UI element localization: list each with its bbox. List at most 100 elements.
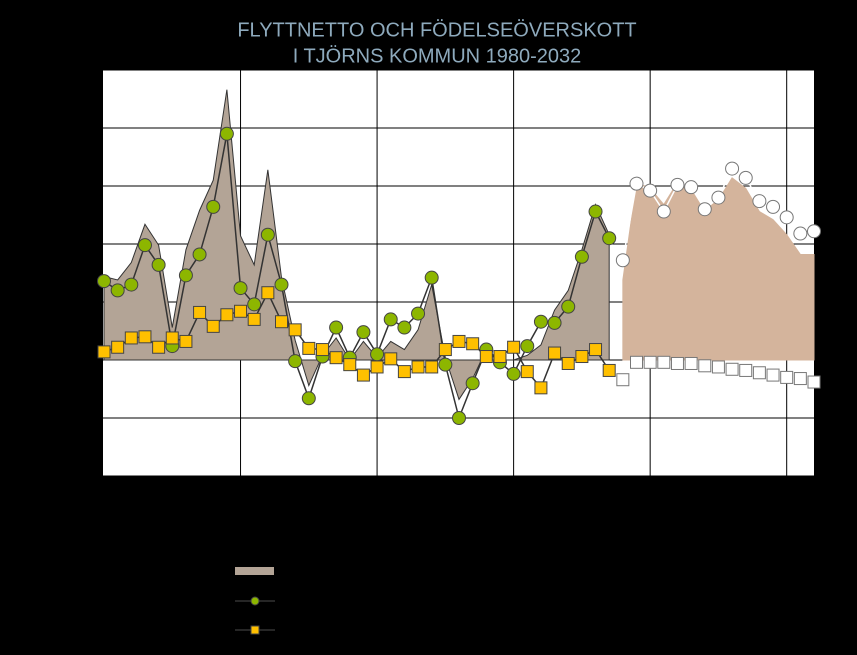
- marker: [752, 366, 766, 380]
- marker: [507, 340, 521, 354]
- marker: [547, 315, 562, 330]
- marker: [766, 199, 781, 214]
- marker: [438, 343, 452, 357]
- marker: [219, 126, 234, 141]
- marker: [411, 360, 425, 374]
- marker: [234, 304, 248, 318]
- marker: [615, 253, 630, 268]
- marker: [288, 323, 302, 337]
- marker: [616, 373, 630, 387]
- marker: [670, 356, 684, 370]
- marker: [739, 363, 753, 377]
- marker: [424, 270, 439, 285]
- marker: [643, 183, 658, 198]
- marker: [356, 368, 370, 382]
- marker: [124, 331, 138, 345]
- marker: [274, 277, 289, 292]
- marker: [206, 199, 221, 214]
- marker: [438, 357, 453, 372]
- marker: [807, 375, 821, 389]
- marker: [479, 350, 493, 364]
- chart-title: FLYTTNETTO OCH FÖDELSEÖVERSKOTT: [237, 19, 636, 41]
- marker: [329, 351, 343, 365]
- marker: [793, 226, 808, 241]
- marker: [151, 257, 166, 272]
- marker: [493, 350, 507, 364]
- marker: [206, 319, 220, 333]
- marker: [247, 312, 261, 326]
- marker: [738, 170, 753, 185]
- marker: [193, 305, 207, 319]
- marker: [643, 355, 657, 369]
- marker: [506, 366, 521, 381]
- marker: [657, 355, 671, 369]
- marker: [110, 283, 125, 298]
- marker: [137, 238, 152, 253]
- marker: [779, 210, 794, 225]
- legend-swatch: [250, 596, 260, 606]
- marker: [602, 363, 616, 377]
- marker: [425, 360, 439, 374]
- marker: [656, 204, 671, 219]
- marker: [684, 180, 699, 195]
- chart-title: I TJÖRNS KOMMUN 1980-2032: [293, 45, 582, 67]
- marker: [534, 381, 548, 395]
- marker: [793, 372, 807, 386]
- marker: [343, 358, 357, 372]
- marker: [397, 365, 411, 379]
- marker: [370, 360, 384, 374]
- marker: [370, 347, 385, 362]
- marker: [179, 334, 193, 348]
- marker: [629, 176, 644, 191]
- marker: [411, 306, 426, 321]
- marker: [260, 227, 275, 242]
- marker: [752, 194, 767, 209]
- marker: [452, 334, 466, 348]
- marker: [465, 376, 480, 391]
- marker: [630, 355, 643, 369]
- marker: [697, 202, 712, 217]
- marker: [178, 268, 193, 283]
- marker: [520, 365, 534, 379]
- marker: [124, 277, 139, 292]
- marker: [220, 308, 234, 322]
- marker: [275, 315, 288, 329]
- marker: [261, 286, 275, 300]
- marker: [356, 325, 371, 340]
- marker: [684, 356, 698, 370]
- marker: [466, 337, 480, 351]
- marker: [533, 314, 548, 329]
- marker: [574, 249, 589, 264]
- marker: [165, 331, 179, 345]
- marker: [383, 312, 398, 327]
- marker: [329, 320, 344, 335]
- marker: [766, 368, 780, 382]
- marker: [711, 190, 726, 205]
- marker: [561, 356, 575, 370]
- legend-swatch: [250, 625, 260, 635]
- marker: [384, 352, 398, 366]
- marker: [138, 330, 152, 344]
- marker: [520, 339, 535, 354]
- marker: [452, 411, 466, 425]
- marker: [97, 274, 111, 289]
- marker: [192, 247, 207, 262]
- marker: [302, 341, 316, 355]
- marker: [233, 281, 248, 296]
- marker: [711, 360, 725, 374]
- marker: [602, 231, 617, 246]
- marker: [670, 177, 685, 192]
- marker: [588, 204, 603, 219]
- marker: [288, 354, 303, 369]
- marker: [698, 359, 712, 373]
- marker: [315, 343, 329, 357]
- marker: [397, 320, 412, 335]
- marker: [780, 370, 794, 384]
- marker: [152, 340, 166, 354]
- marker: [589, 343, 603, 357]
- marker: [807, 224, 821, 239]
- marker: [97, 345, 111, 359]
- marker: [548, 346, 562, 360]
